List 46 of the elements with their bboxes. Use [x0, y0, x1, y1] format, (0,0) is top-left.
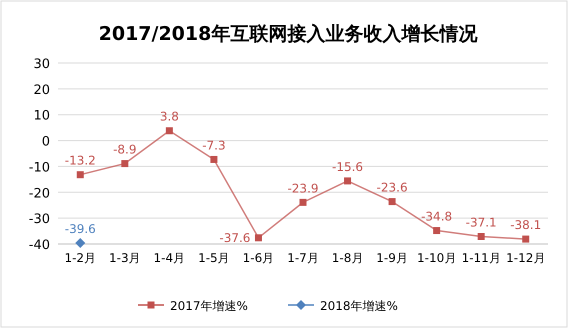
data-label: -37.6: [219, 230, 250, 245]
y-tick-label: 20: [33, 82, 50, 98]
point: [76, 171, 84, 178]
y-tick-label: -10: [28, 160, 50, 176]
point: [75, 238, 86, 248]
point: [300, 198, 306, 206]
data-label: -7.3: [202, 138, 226, 152]
y-tick-label: -40: [28, 238, 50, 253]
data-label: -13.2: [64, 154, 96, 168]
legend-label: 2017年增速%: [170, 299, 248, 313]
x-tick-label: 1-4月: [154, 251, 186, 265]
data-label: -23.9: [287, 181, 319, 196]
x-tick-label: 1-10月: [417, 251, 456, 265]
data-label: 3.8: [160, 110, 179, 124]
point: [166, 127, 173, 134]
data-label: -38.1: [510, 218, 542, 232]
x-tick-label: 1-11月: [462, 251, 501, 265]
point: [388, 198, 396, 206]
point: [478, 233, 485, 240]
x-tick-label: 1-7月: [287, 251, 319, 265]
chart-title: 2017/2018年互联网接入业务收入增长情况: [98, 23, 478, 45]
y-tick-label: -20: [28, 186, 50, 202]
x-tick-label: 1-5月: [198, 251, 230, 265]
point: [210, 156, 218, 163]
data-label: -8.9: [113, 142, 137, 157]
data-label: -34.8: [421, 210, 452, 224]
point: [433, 227, 440, 234]
y-tick-label: 10: [33, 108, 50, 124]
x-tick-label: 1-12月: [506, 251, 546, 265]
x-tick-label: 1-9月: [376, 251, 408, 265]
point: [254, 234, 262, 242]
x-tick-label: 1-2月: [64, 251, 96, 265]
data-label: -39.6: [64, 222, 96, 236]
legend-label: 2018年增速%: [320, 299, 398, 313]
point: [522, 236, 530, 243]
point: [344, 177, 352, 184]
y-tick-label: -30: [28, 212, 50, 228]
data-label: -23.6: [376, 180, 408, 195]
x-tick-label: 1-6月: [242, 251, 274, 265]
y-tick-label: 0: [42, 134, 50, 150]
data-label: -37.1: [466, 216, 497, 230]
x-tick-label: 1-3月: [109, 251, 141, 265]
y-tick-label: 30: [33, 57, 50, 72]
data-label: -15.6: [332, 160, 364, 174]
point: [121, 160, 128, 168]
x-tick-label: 1-8月: [332, 251, 364, 265]
